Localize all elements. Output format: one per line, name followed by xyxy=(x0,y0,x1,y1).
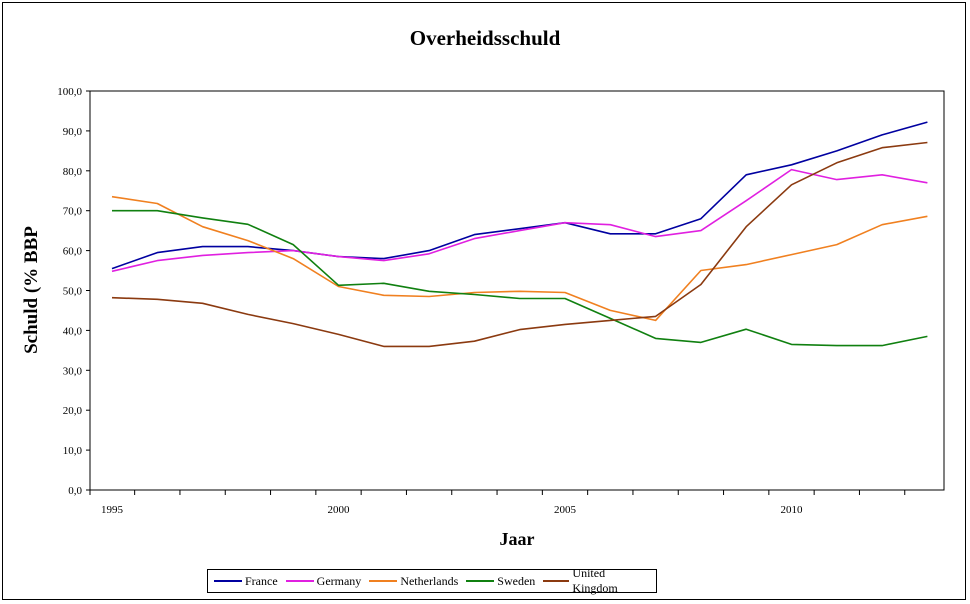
legend-label: Netherlands xyxy=(400,573,459,588)
legend-swatch xyxy=(369,580,398,582)
x-tick-label: 2010 xyxy=(781,504,804,516)
y-tick-label: 0,0 xyxy=(68,485,82,497)
y-tick-label: 10,0 xyxy=(63,445,83,457)
legend-label: France xyxy=(245,573,278,588)
legend-swatch xyxy=(466,580,495,582)
x-axis-label: Jaar xyxy=(499,529,535,549)
legend-item: France xyxy=(214,574,278,589)
y-tick-label: 30,0 xyxy=(63,365,83,377)
y-tick-label: 60,0 xyxy=(63,246,83,258)
plot-area xyxy=(89,90,945,491)
legend-item: Netherlands xyxy=(369,574,458,589)
y-tick-label: 40,0 xyxy=(63,325,83,337)
x-tick-label: 2005 xyxy=(554,504,577,516)
y-tick-label: 80,0 xyxy=(63,166,83,178)
legend-swatch xyxy=(543,580,570,582)
legend-label: Germany xyxy=(316,573,362,588)
y-tick-label: 50,0 xyxy=(63,286,83,298)
chart-title: Overheidsschuld xyxy=(409,26,561,50)
y-tick-label: 90,0 xyxy=(63,126,83,138)
legend-item: United Kingdom xyxy=(543,566,648,596)
x-tick-label: 1995 xyxy=(101,504,124,516)
y-tick-label: 100,0 xyxy=(57,86,82,98)
series-line-united-kingdom xyxy=(111,141,928,348)
y-tick-label: 70,0 xyxy=(63,206,83,218)
legend: France Germany Netherlands Sweden United Kin… xyxy=(207,566,657,596)
x-tick-label: 2000 xyxy=(328,504,351,516)
series-line-netherlands xyxy=(111,195,928,322)
series-line-france xyxy=(111,121,928,270)
legend-item: Germany xyxy=(285,573,362,589)
legend-swatch xyxy=(214,580,242,582)
series-line-sweden xyxy=(112,209,928,347)
y-tick-label: 20,0 xyxy=(63,405,83,417)
legend-item: Sweden xyxy=(466,574,535,589)
legend-label: United Kingdom xyxy=(572,566,618,595)
legend-label: Sweden xyxy=(497,573,536,588)
legend-swatch xyxy=(285,580,314,582)
series-line-germany xyxy=(111,168,928,273)
